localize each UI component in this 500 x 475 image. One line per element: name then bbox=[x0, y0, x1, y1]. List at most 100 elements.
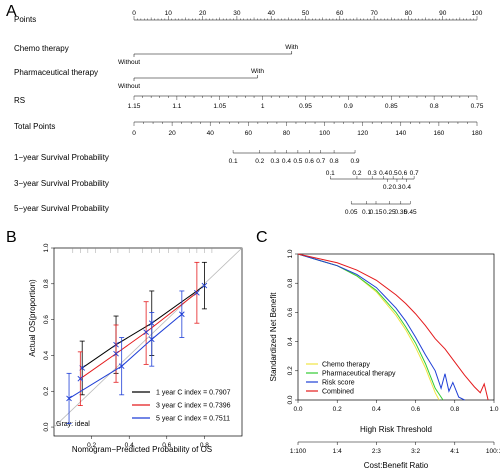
nomogram-row-label-1-year-survival-probability: 1−year Survival Probability bbox=[14, 153, 109, 162]
3-year-survival-probability-tick-label: 0.6 bbox=[398, 170, 407, 177]
nomogram-row-label-total-points: Total Points bbox=[14, 122, 55, 131]
points-tick-label: 80 bbox=[405, 10, 413, 17]
5-year-survival-probability-tick-label: 0.25 bbox=[383, 209, 396, 216]
calibration-x-tick-label: 0.8 bbox=[200, 442, 209, 449]
total-points-tick-label: 180 bbox=[472, 130, 483, 137]
points-tick-label: 60 bbox=[336, 10, 344, 17]
dca-y-tick-label: 1.0 bbox=[287, 249, 294, 258]
dca-y-tick-label: 0.0 bbox=[287, 395, 294, 404]
total-points-tick-label: 100 bbox=[319, 130, 330, 137]
1-year-survival-probability-tick-label: 0.4 bbox=[282, 158, 291, 165]
3-year-survival-probability-tick-label: 0.2 bbox=[352, 170, 361, 177]
rs-tick-label: 0.9 bbox=[344, 103, 353, 110]
nomogram-row-label-chemo-therapy: Chemo therapy bbox=[14, 44, 69, 53]
dca-x-tick-label: 0.0 bbox=[293, 406, 302, 413]
calibration-y-axis-label: Actual OS(proportion) bbox=[28, 279, 37, 357]
calibration-panel: Actual OS(proportion) Nomogram−Predicted… bbox=[28, 243, 243, 454]
chemo-therapy-tick-label: Without bbox=[118, 59, 140, 66]
calibration-y-tick-label: 0.8 bbox=[43, 279, 50, 288]
total-points-tick-label: 0 bbox=[132, 130, 136, 137]
3-year-survival-probability-tick-label: 0.5 bbox=[389, 170, 398, 177]
calibration-x-tick-label: 0.2 bbox=[87, 442, 96, 449]
calibration-point-marker bbox=[194, 289, 200, 296]
dca-cost-benefit-tick-label: 1:100 bbox=[290, 448, 307, 455]
dca-cost-benefit-tick-label: 4:1 bbox=[450, 448, 459, 455]
1-year-survival-probability-tick-label: 0.9 bbox=[351, 158, 360, 165]
3-year-survival-probability-tick-label: 0.3 bbox=[368, 170, 377, 177]
points-tick-label: 10 bbox=[165, 10, 173, 17]
dca-cost-benefit-tick-label: 100:1 bbox=[486, 448, 500, 455]
calibration-point-marker bbox=[66, 395, 72, 402]
dca-legend-label: Combined bbox=[322, 389, 354, 396]
3-year-survival-probability-tick-label: 0.4 bbox=[402, 184, 411, 191]
dca-legend-label: Pharmaceutical therapy bbox=[322, 371, 396, 378]
chemo-therapy-tick-label: With bbox=[285, 44, 298, 51]
dca-cost-benefit-tick-label: 3:2 bbox=[411, 448, 420, 455]
rs-tick-label: 0.85 bbox=[385, 103, 398, 110]
dca-x-tick-label: 0.4 bbox=[372, 406, 381, 413]
dca-series-line-risk-score bbox=[297, 253, 465, 401]
dca-legend-label: Risk score bbox=[322, 380, 355, 387]
calibration-y-tick-label: 1.0 bbox=[43, 243, 50, 252]
dca-x-axis-label-2: Cost:Benefit Ratio bbox=[364, 461, 429, 470]
3-year-survival-probability-tick-label: 0.7 bbox=[410, 170, 419, 177]
1-year-survival-probability-tick-label: 0.1 bbox=[229, 158, 238, 165]
calibration-legend-label: 3 year C index = 0.7396 bbox=[156, 403, 231, 410]
points-tick-label: 40 bbox=[268, 10, 276, 17]
calibration-point-marker bbox=[143, 329, 149, 335]
calibration-y-tick-label: 0.2 bbox=[43, 386, 50, 395]
calibration-x-axis-label: Nomogram−Predicted Probability of OS bbox=[72, 445, 212, 454]
rs-tick-label: 1 bbox=[261, 103, 265, 110]
rs-tick-label: 0.8 bbox=[430, 103, 439, 110]
panel-label-c: C bbox=[256, 229, 268, 246]
1-year-survival-probability-tick-label: 0.7 bbox=[316, 158, 325, 165]
calibration-x-tick-label: 0.6 bbox=[162, 442, 171, 449]
points-tick-label: 50 bbox=[302, 10, 310, 17]
3-year-survival-probability-tick-label: 0.2 bbox=[383, 184, 392, 191]
calibration-y-tick-label: 0.6 bbox=[43, 315, 50, 324]
5-year-survival-probability-tick-label: 0.15 bbox=[370, 209, 383, 216]
rs-tick-label: 0.95 bbox=[299, 103, 312, 110]
calibration-x-tick-label: 0.4 bbox=[125, 442, 134, 449]
points-tick-label: 90 bbox=[439, 10, 447, 17]
nomogram-row-label-5-year-survival-probability: 5−year Survival Probability bbox=[14, 204, 109, 213]
1-year-survival-probability-tick-label: 0.2 bbox=[255, 158, 264, 165]
points-tick-label: 0 bbox=[132, 10, 136, 17]
pharmaceutical-therapy-tick-label: With bbox=[251, 68, 264, 75]
dca-x-tick-label: 0.6 bbox=[411, 406, 420, 413]
nomogram-row-label-pharmaceutical-therapy: Pharmaceutical therapy bbox=[14, 68, 98, 77]
calibration-series-line bbox=[81, 285, 205, 369]
points-tick-label: 20 bbox=[199, 10, 207, 17]
1-year-survival-probability-tick-label: 0.8 bbox=[330, 158, 339, 165]
total-points-tick-label: 40 bbox=[207, 130, 215, 137]
5-year-survival-probability-tick-label: 0.35 bbox=[394, 209, 407, 216]
dca-x-tick-label: 0.8 bbox=[450, 406, 459, 413]
dca-x-tick-label: 1.0 bbox=[489, 406, 498, 413]
rs-tick-label: 1.1 bbox=[172, 103, 181, 110]
calibration-point-marker bbox=[118, 363, 125, 369]
calibration-y-tick-label: 0.4 bbox=[43, 351, 50, 360]
5-year-survival-probability-tick-label: 0.1 bbox=[362, 209, 371, 216]
calibration-point-marker bbox=[148, 336, 155, 343]
nomogram-row-label-points: Points bbox=[14, 15, 36, 24]
3-year-survival-probability-tick-label: 0.1 bbox=[326, 170, 335, 177]
points-tick-label: 100 bbox=[472, 10, 483, 17]
calibration-y-tick-label: 0.0 bbox=[43, 422, 50, 431]
calibration-point-marker bbox=[201, 282, 208, 289]
calibration-point-marker bbox=[179, 311, 185, 318]
1-year-survival-probability-tick-label: 0.6 bbox=[305, 158, 314, 165]
calibration-series-line bbox=[68, 313, 183, 399]
dca-y-tick-label: 0.6 bbox=[287, 308, 294, 317]
total-points-tick-label: 140 bbox=[395, 130, 406, 137]
dca-y-tick-label: 0.2 bbox=[287, 366, 294, 375]
dca-y-tick-label: 0.8 bbox=[287, 278, 294, 287]
dca-x-tick-label: 0.2 bbox=[333, 406, 342, 413]
dca-cost-benefit-tick-label: 1:4 bbox=[333, 448, 342, 455]
dca-y-axis-label: Standardized Net Benefit bbox=[269, 292, 278, 382]
panel-label-b: B bbox=[6, 229, 17, 246]
calibration-ideal-line bbox=[53, 247, 243, 428]
total-points-tick-label: 120 bbox=[357, 130, 368, 137]
nomogram-row-label-3-year-survival-probability: 3−year Survival Probability bbox=[14, 179, 109, 188]
1-year-survival-probability-tick-label: 0.3 bbox=[270, 158, 279, 165]
